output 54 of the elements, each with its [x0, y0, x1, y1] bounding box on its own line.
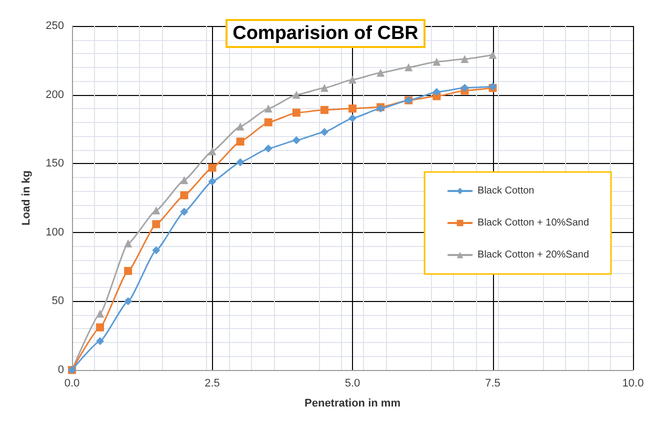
point: [236, 138, 244, 146]
legend-label: Black Cotton + 20%Sand: [478, 250, 590, 260]
point: [460, 84, 469, 92]
point: [236, 122, 244, 130]
chart-title: Comparision of CBR: [232, 23, 419, 44]
point: [180, 208, 188, 216]
point: [180, 191, 188, 200]
point: [264, 144, 272, 152]
point: [96, 323, 104, 332]
point: [96, 337, 104, 346]
point: [320, 128, 328, 136]
y-tick-label: 150: [46, 158, 64, 170]
point: [348, 76, 356, 84]
point: [264, 118, 272, 126]
point: [180, 176, 188, 184]
point: [208, 177, 216, 186]
legend-label: Black Cotton + 10%Sand: [478, 218, 590, 228]
x-tick-label: 0.0: [64, 378, 80, 390]
y-tick-label: 100: [46, 226, 64, 238]
point: [488, 50, 497, 59]
y-tick-label: 0: [58, 364, 64, 376]
point: [376, 68, 385, 77]
point: [152, 206, 160, 214]
y-tick-label: 50: [52, 295, 64, 308]
x-axis-title: Penetration in mm: [304, 398, 401, 410]
point: [124, 297, 132, 306]
point: [124, 239, 132, 248]
point: [404, 63, 413, 72]
point: [292, 90, 300, 99]
y-axis-title: Load in kg: [20, 170, 32, 226]
point: [152, 220, 160, 228]
point: [460, 55, 469, 64]
point: [236, 158, 244, 166]
point: [208, 147, 216, 156]
point: [292, 136, 300, 144]
point: [152, 246, 160, 254]
x-tick-label: 2.5: [204, 378, 220, 390]
point: [292, 108, 300, 117]
point: [348, 104, 356, 113]
point: [320, 106, 328, 114]
point: [208, 164, 216, 172]
y-tick-label: 250: [46, 20, 64, 32]
y-tick-label: 200: [46, 88, 64, 101]
point: [432, 88, 441, 96]
x-tick-label: 5.0: [344, 378, 360, 390]
legend-label: Black Cotton: [478, 186, 534, 196]
point: [320, 84, 328, 92]
point: [124, 266, 132, 275]
point: [96, 310, 104, 318]
point: [348, 114, 356, 122]
x-tick-label: 10.0: [622, 378, 644, 390]
point: [432, 58, 441, 66]
x-tick-label: 7.5: [485, 378, 500, 390]
point: [264, 104, 272, 113]
